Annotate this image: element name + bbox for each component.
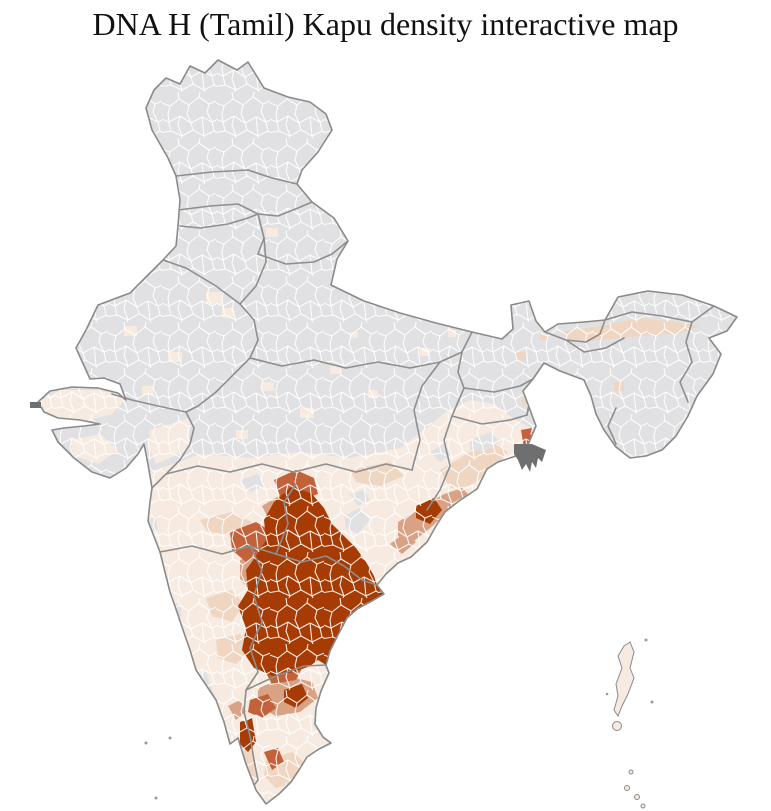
region-north-india-base[interactable]: [38, 60, 737, 804]
island-specks: [605, 638, 654, 704]
region-andaman-nicobar-islands[interactable]: [612, 641, 646, 809]
region-kutch-west-islet[interactable]: [30, 402, 41, 408]
region-sundarbans[interactable]: [514, 444, 546, 472]
region-lakshadweep-islands[interactable]: [144, 736, 172, 800]
map-title: DNA H (Tamil) Kapu density interactive m…: [92, 6, 679, 42]
